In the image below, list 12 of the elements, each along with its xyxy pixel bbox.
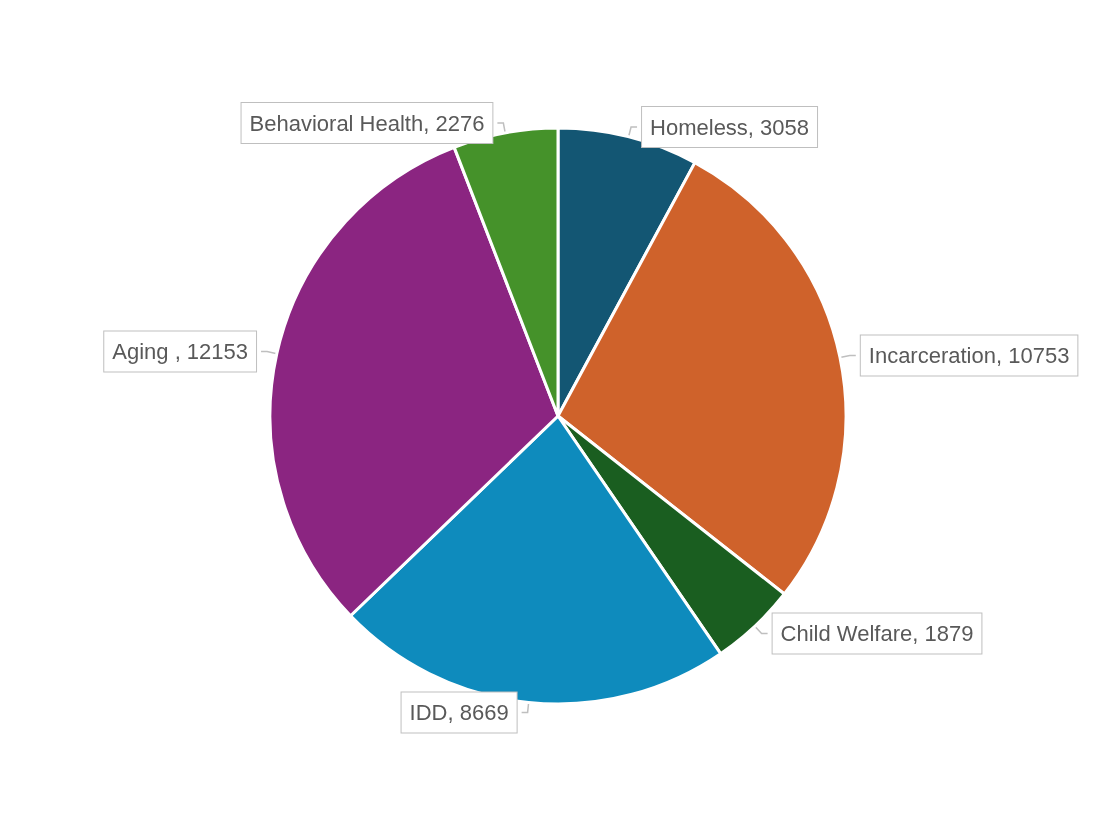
- data-label: , 2276: [423, 110, 485, 136]
- data-label: , 3058: [747, 114, 810, 140]
- slice-label: Incarceration: [868, 342, 996, 368]
- data-label: , 1879: [912, 621, 974, 647]
- data-label: , 10753: [995, 342, 1070, 368]
- slice-label: Aging: [112, 339, 175, 365]
- slice-label: Behavioral Health: [249, 110, 424, 136]
- slice-label: Child Welfare: [780, 621, 913, 647]
- slice-label: Homeless: [650, 114, 748, 140]
- data-label: , 8669: [447, 699, 509, 725]
- slice-label: IDD: [409, 699, 448, 725]
- data-label: , 12153: [174, 339, 249, 365]
